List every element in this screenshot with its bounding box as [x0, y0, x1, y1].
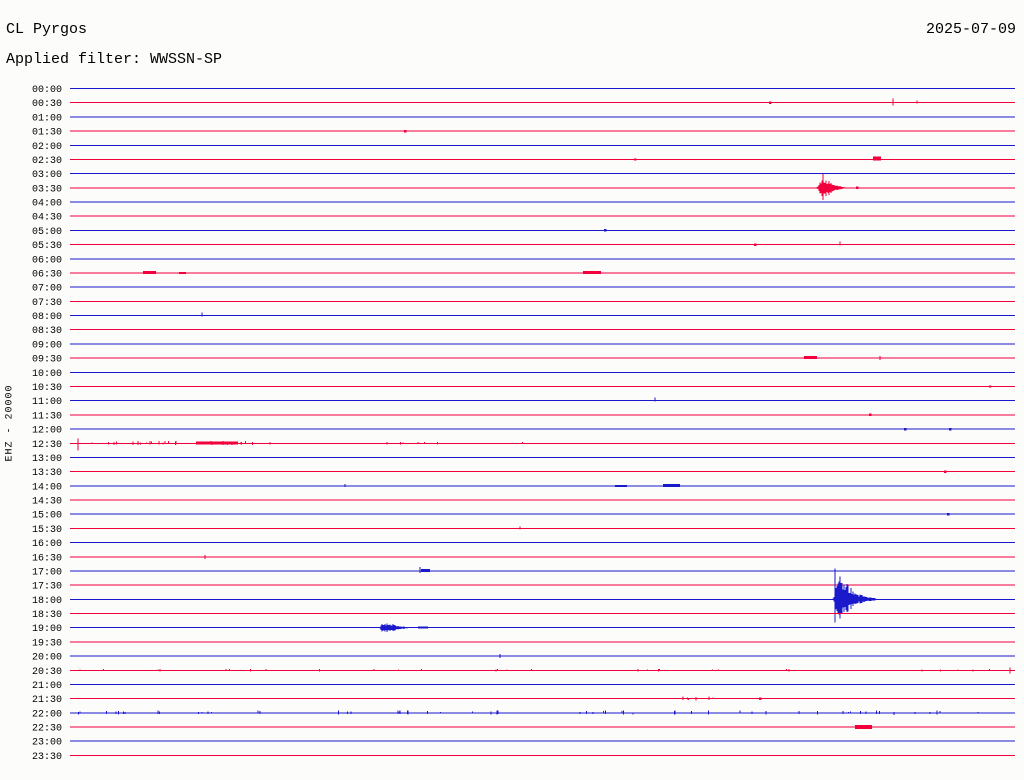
- seismic-event-dot: [754, 243, 757, 246]
- seismic-event-segment: [804, 356, 817, 360]
- time-tick-label: 00:00: [32, 85, 62, 96]
- time-tick-label: 12:00: [32, 426, 62, 437]
- seismic-event-dot: [404, 129, 407, 133]
- time-tick-label: 10:30: [32, 383, 62, 394]
- time-tick-label: 20:30: [32, 667, 62, 678]
- seismic-event-segment: [143, 270, 156, 274]
- time-tick-label: 06:00: [32, 255, 62, 266]
- time-tick-label: 01:00: [32, 113, 62, 124]
- time-tick-label: 03:30: [32, 184, 62, 195]
- time-tick-label: 23:30: [32, 752, 62, 763]
- time-tick-label: 08:30: [32, 326, 62, 337]
- seismic-event-dot: [947, 513, 950, 516]
- time-tick-label: 11:30: [32, 411, 62, 422]
- time-tick-label: 21:30: [32, 695, 62, 706]
- seismic-event-dot: [869, 413, 872, 417]
- station-title: CL Pyrgos: [6, 21, 88, 38]
- seismic-event-segment: [583, 270, 601, 274]
- time-tick-label: 16:30: [32, 553, 62, 564]
- time-tick-label: 09:00: [32, 340, 62, 351]
- time-tick-label: 14:30: [32, 497, 62, 508]
- time-tick-label: 19:00: [32, 624, 62, 635]
- time-tick-label: 13:00: [32, 454, 62, 465]
- time-tick-label: 04:30: [32, 213, 62, 224]
- seismic-event-segment: [663, 483, 680, 487]
- time-tick-label: 19:30: [32, 638, 62, 649]
- time-tick-label: 11:00: [32, 397, 62, 408]
- time-tick-label: 07:00: [32, 284, 62, 295]
- time-tick-label: 21:00: [32, 681, 62, 692]
- seismic-event-dot: [759, 697, 762, 700]
- time-tick-label: 18:00: [32, 596, 62, 607]
- time-tick-label: 17:00: [32, 567, 62, 578]
- seismic-event-segment: [873, 156, 881, 161]
- time-tick-label: 15:30: [32, 525, 62, 536]
- seismic-event-dot: [769, 101, 772, 104]
- time-tick-label: 02:00: [32, 142, 62, 153]
- applied-filter-label: Applied filter: WWSSN-SP: [6, 51, 223, 68]
- time-tick-label: 23:00: [32, 738, 62, 749]
- seismic-event-dot: [944, 470, 947, 473]
- time-tick-label: 07:30: [32, 298, 62, 309]
- time-tick-label: 13:30: [32, 468, 62, 479]
- time-tick-label: 12:30: [32, 440, 62, 451]
- time-tick-label: 05:30: [32, 241, 62, 252]
- time-tick-label: 06:30: [32, 269, 62, 280]
- time-tick-label: 04:00: [32, 199, 62, 210]
- time-tick-label: 16:00: [32, 539, 62, 550]
- seismic-event-segment: [421, 568, 430, 572]
- seismic-event-dot: [989, 385, 992, 388]
- plot-date: 2025-07-09: [925, 21, 1016, 38]
- time-tick-label: 14:00: [32, 482, 62, 493]
- time-tick-label: 22:00: [32, 709, 62, 720]
- time-tick-label: 00:30: [32, 99, 62, 110]
- seismic-event-dot: [604, 229, 607, 232]
- time-tick-label: 15:00: [32, 511, 62, 522]
- seismic-event-dot: [634, 158, 637, 161]
- time-tick-label: 01:30: [32, 128, 62, 139]
- time-tick-label: 02:30: [32, 156, 62, 167]
- time-tick-label: 22:30: [32, 724, 62, 735]
- seismic-event-segment: [179, 271, 186, 274]
- seismic-event-dot: [856, 186, 859, 190]
- seismic-event-segment: [418, 626, 428, 629]
- time-tick-label: 03:00: [32, 170, 62, 181]
- seismic-event-segment: [196, 441, 238, 445]
- seismic-event-dot: [949, 427, 952, 431]
- seismic-event-segment: [855, 725, 872, 730]
- time-tick-label: 08:00: [32, 312, 62, 323]
- seismic-event-segment: [615, 484, 627, 487]
- time-tick-label: 17:30: [32, 582, 62, 593]
- time-tick-label: 20:00: [32, 653, 62, 664]
- time-tick-label: 18:30: [32, 610, 62, 621]
- time-tick-label: 10:00: [32, 369, 62, 380]
- time-tick-label: 05:00: [32, 227, 62, 238]
- seismic-event-dot: [904, 427, 907, 431]
- time-tick-label: 09:30: [32, 355, 62, 366]
